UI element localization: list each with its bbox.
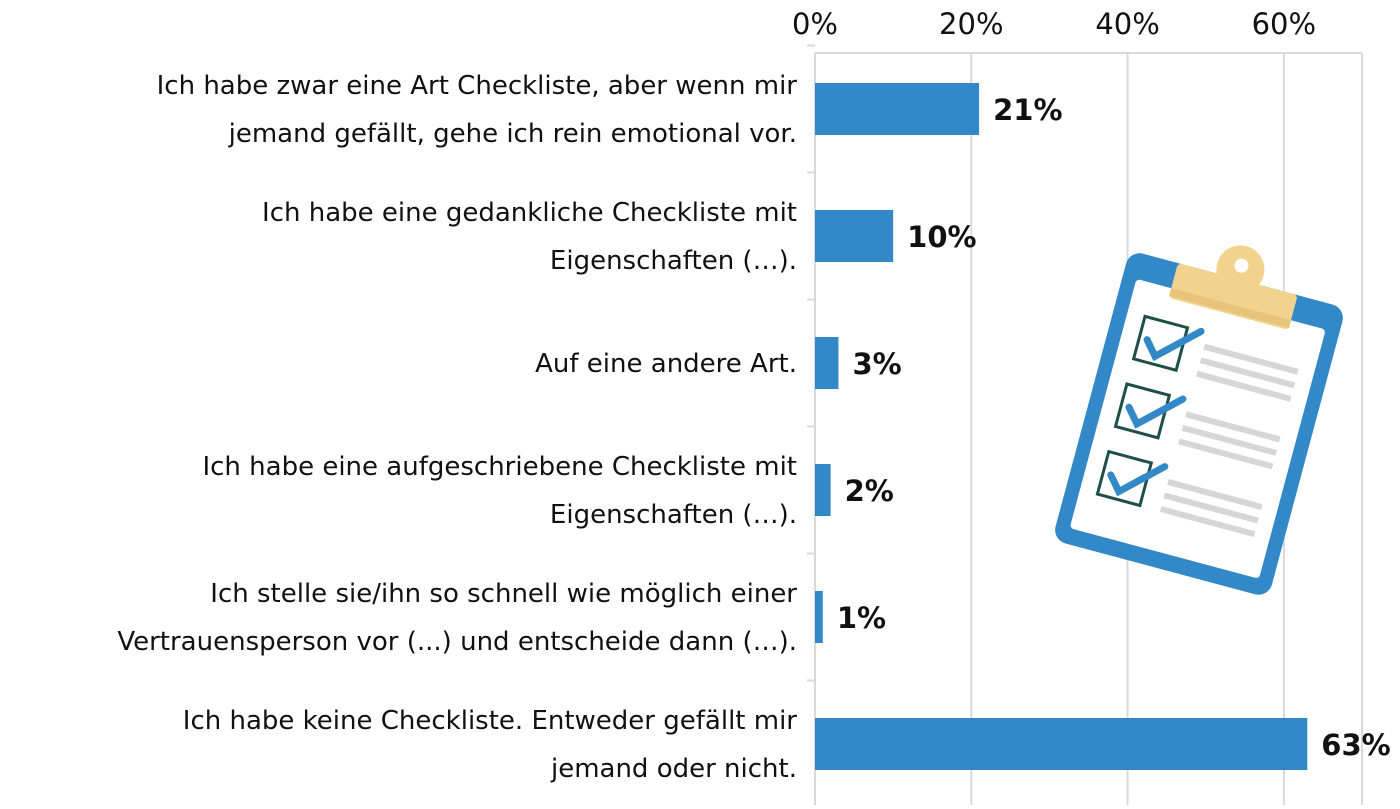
bar — [815, 83, 980, 135]
bar — [815, 718, 1308, 770]
data-label: 1% — [837, 601, 886, 635]
bar — [815, 337, 839, 389]
bars: 21% Ich habe zwar eine Art Checkliste, ab… — [117, 71, 1390, 784]
category-label: Eigenschaften (…). — [550, 500, 797, 530]
category-label: Auf eine andere Art. — [535, 349, 797, 379]
data-label: 2% — [845, 474, 894, 508]
data-label: 3% — [852, 347, 901, 381]
bar — [815, 464, 831, 516]
bar — [815, 591, 823, 643]
category-label: Ich habe keine Checkliste. Entweder gefä… — [183, 706, 798, 736]
category-label: Ich habe eine aufgeschriebene Checkliste… — [202, 452, 797, 482]
x-tick-label: 0% — [792, 7, 838, 41]
category-label: jemand gefällt, gehe ich rein emotional … — [228, 119, 797, 149]
x-axis-ticks: 0% 20% 40% 60% — [792, 7, 1316, 41]
category-label: jemand oder nicht. — [550, 754, 797, 784]
data-label: 21% — [993, 93, 1062, 127]
category-label: Vertrauensperson vor (...) und entscheid… — [117, 627, 797, 657]
category-label: Ich habe zwar eine Art Checkliste, aber … — [157, 71, 798, 101]
data-label: 63% — [1321, 728, 1390, 762]
category-label: Eigenschaften (…). — [550, 246, 797, 276]
x-tick-label: 40% — [1095, 7, 1159, 41]
category-label: Ich stelle sie/ihn so schnell wie möglic… — [210, 579, 797, 609]
checkbox-icons — [1095, 314, 1299, 537]
data-label: 10% — [907, 220, 976, 254]
clipboard-checklist-icon — [1055, 245, 1343, 595]
x-tick-label: 20% — [939, 7, 1003, 41]
x-tick-label: 60% — [1252, 7, 1316, 41]
bar — [815, 210, 894, 262]
category-label: Ich habe eine gedankliche Checkliste mit — [262, 198, 797, 228]
